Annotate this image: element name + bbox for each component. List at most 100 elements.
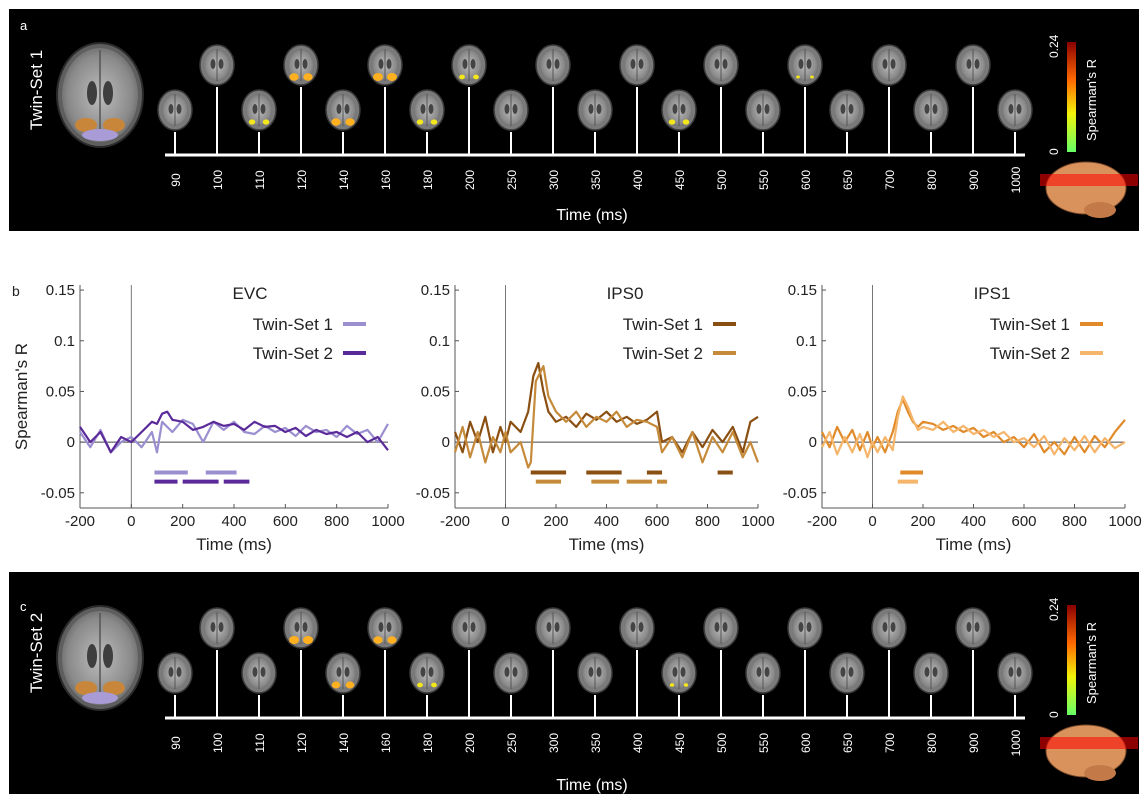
brain-slice-350ms [577, 652, 613, 694]
timeline-tick-label: 100 [211, 733, 225, 753]
brain-slice-300ms [535, 607, 571, 649]
brain-ventricle [1016, 104, 1022, 114]
activation-blob [248, 119, 256, 125]
brain-ventricle [386, 622, 392, 632]
legend-label: Twin-Set 2 [990, 344, 1070, 363]
chart-title: IPS1 [974, 284, 1011, 303]
roi-ips [75, 681, 97, 695]
timeline-tick-label: 110 [253, 733, 267, 752]
panel-a-letter: a [20, 18, 28, 33]
timeline-brains-a [157, 44, 1033, 131]
brain-ventricle [798, 622, 804, 632]
brain-ventricle [1008, 667, 1014, 677]
brain-slice-300ms [535, 44, 571, 86]
brain-ventricle [630, 622, 636, 632]
x-axis-label: Time (ms) [569, 535, 645, 554]
reference-brain-a [56, 42, 144, 148]
chart-ips0: -200 0 200 400 600 800 1000 0.15 0.1 0.05 0 -0.05 Ti… [416, 282, 775, 554]
brain-slice-450ms [661, 89, 697, 131]
brain-ventricle [210, 622, 216, 632]
brain-ventricle [756, 104, 762, 114]
x-tick-label: 0 [868, 513, 876, 530]
timeline-tick-label: 650 [841, 733, 855, 753]
timeline-tick-label: 90 [169, 736, 183, 750]
timeline-tick-label: 110 [253, 170, 267, 189]
brain-slice-160ms [367, 607, 403, 649]
chart-ips1: -200 0 200 400 600 800 1000 0.15 0.1 0.05 0 -0.05 Ti… [783, 282, 1142, 554]
x-tick-label: 1000 [1108, 513, 1141, 530]
brain-ventricle [966, 59, 972, 69]
y-tick-label: 0.1 [429, 333, 450, 350]
brain-ventricle [924, 104, 930, 114]
timeline-tick-label: 200 [463, 170, 477, 190]
legend-label: Twin-Set 2 [623, 344, 703, 363]
timeline-axis-a: 90 100 110 120 140 160 180 200 250 300 350 400 450 50… [165, 87, 1025, 193]
x-tick-label: 1000 [741, 513, 774, 530]
slice-plane-indicator [1040, 174, 1138, 186]
timeline-brains-c [157, 607, 1033, 694]
x-tick-label: 200 [170, 513, 195, 530]
timeline-tick-label: 800 [925, 733, 939, 753]
brain-ventricle [890, 622, 896, 632]
brain-ventricle [890, 59, 896, 69]
activation-blob [387, 73, 397, 81]
brain-ventricle [386, 59, 392, 69]
brain-ventricle [1016, 667, 1022, 677]
activation-blob [668, 119, 676, 125]
activation-blob [289, 73, 299, 81]
colorbar-gradient [1067, 605, 1076, 715]
slice-plane-indicator [1040, 737, 1138, 749]
brain-ventricle [210, 59, 216, 69]
brain-slice-350ms [577, 89, 613, 131]
legend-label: Twin-Set 1 [990, 315, 1070, 334]
timeline-tick-label: 140 [337, 170, 351, 190]
panel-a-twin-set-1: a Twin-Set 1 90 100 110 120 140 160 180 200 250 3… [9, 9, 1139, 231]
brain-slice-100ms [199, 44, 235, 86]
x-tick-label: 800 [695, 513, 720, 530]
activation-blob [459, 74, 465, 80]
panel-c-side-label: Twin-Set 2 [27, 613, 46, 693]
timeline-tick-label: 900 [967, 170, 981, 190]
colorbar-max-label: 0.24 [1047, 597, 1061, 621]
brain-ventricle [168, 104, 174, 114]
activation-blob [373, 636, 383, 644]
legend-label: Twin-Set 1 [253, 315, 333, 334]
brain-ventricle [218, 622, 224, 632]
x-tick-label: 400 [594, 513, 619, 530]
brain-ventricle [218, 59, 224, 69]
brain-ventricle [168, 667, 174, 677]
y-tick-label: 0.15 [46, 282, 75, 299]
timeline-tick-label: 350 [589, 733, 603, 753]
brain-slice-1000ms [997, 89, 1033, 131]
brain-slice-90ms [157, 652, 193, 694]
x-tick-label: 600 [644, 513, 669, 530]
timeline-tick-label: 120 [295, 733, 309, 753]
timeline-tick-label: 650 [841, 170, 855, 190]
brain-ventricle [294, 59, 300, 69]
brain-ventricle [974, 622, 980, 632]
brain-slice-120ms [283, 44, 319, 86]
cerebellum-shape [1084, 202, 1116, 218]
timeline-tick-label: 450 [673, 170, 687, 190]
timeline-tick-label: 90 [169, 173, 183, 187]
timeline-tick-label: 200 [463, 733, 477, 753]
brain-ventricle [378, 59, 384, 69]
x-tick-label: 0 [127, 513, 135, 530]
y-tick-label: 0 [67, 434, 75, 451]
panel-a-background [9, 9, 1139, 231]
brain-ventricle [554, 622, 560, 632]
brain-slice-900ms [955, 607, 991, 649]
brain-slice-140ms [325, 652, 361, 694]
ref-brain-ventricle [87, 81, 97, 105]
brain-slice-700ms [871, 607, 907, 649]
brain-ventricle [462, 59, 468, 69]
brain-ventricle [714, 622, 720, 632]
x-axis-label: Time (ms) [196, 535, 272, 554]
activation-blob [387, 636, 397, 644]
colorbar-title: Spearman's R [1084, 59, 1099, 141]
brain-slice-550ms [745, 652, 781, 694]
colorbar-a: 0.24 0 Spearman's R [1040, 34, 1138, 218]
chart-evc: -200 0 200 400 600 800 1000 0.15 0.1 0.05 0 -0.05 Ti… [12, 282, 405, 554]
y-tick-label: 0.1 [796, 333, 817, 350]
